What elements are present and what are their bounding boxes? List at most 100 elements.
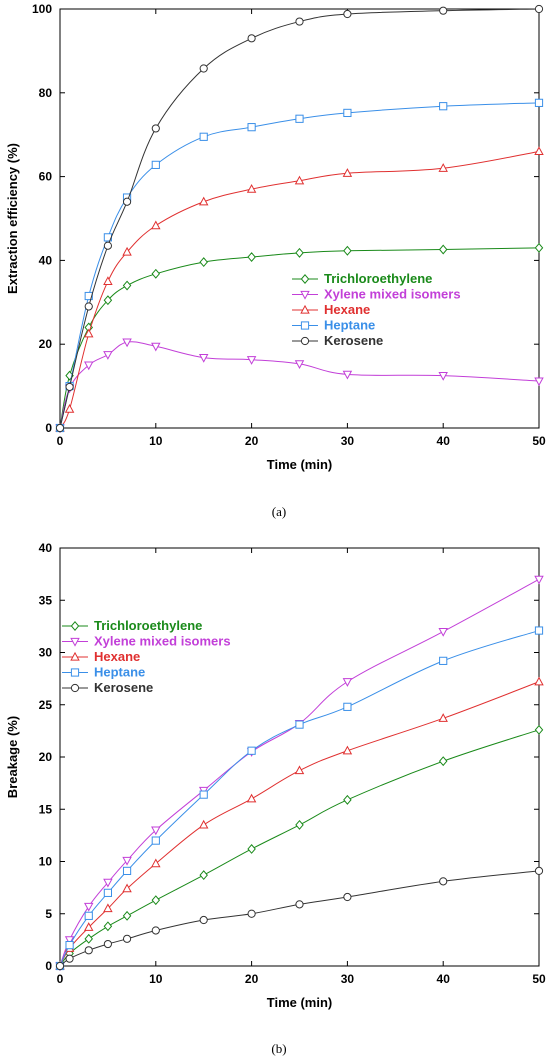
y-tick-label: 5 [45,907,52,921]
legend-label: Heptane [94,665,145,680]
data-point [55,423,65,433]
x-axis-title: Time (min) [267,995,333,1010]
y-tick-label: 40 [39,253,53,267]
y-tick-label: 25 [39,698,53,712]
x-tick-label: 50 [532,434,546,448]
data-point [55,961,65,971]
data-point [151,926,160,935]
x-tick-label: 0 [57,972,64,986]
x-tick-label: 10 [149,434,163,448]
series-kerosene [55,4,544,433]
series-line [59,729,540,967]
data-point [439,102,448,111]
y-tick-label: 10 [39,855,53,869]
series-line [59,102,540,429]
data-point [342,370,353,380]
data-point [103,295,113,306]
data-point [64,936,75,946]
series-heptane [55,626,544,971]
data-point [295,17,304,26]
data-point [294,765,305,775]
data-point [122,866,132,876]
data-point [65,941,74,950]
data-point [84,291,93,301]
x-tick-label: 20 [245,434,259,448]
panel-label-a: (a) [272,504,286,519]
legend-label: Heptane [324,318,375,333]
data-point [294,360,305,370]
y-tick-label: 20 [39,337,53,351]
x-tick-label: 30 [341,972,355,986]
data-point [122,338,132,348]
series-trichloroethylene [55,724,544,971]
x-tick-label: 40 [437,972,451,986]
data-point [295,900,304,909]
data-point [534,377,544,387]
data-point [199,132,208,141]
data-point [439,656,448,665]
data-point [199,257,208,268]
series-hexane [55,676,544,970]
data-point [151,124,160,133]
data-point [65,954,74,963]
legend-label: Kerosene [324,333,383,348]
data-point [342,168,353,177]
data-point [199,790,208,799]
legend-marker [70,637,80,647]
data-point [342,678,353,687]
series-trichloroethylene [55,242,544,433]
data-point [246,793,257,803]
legend-marker [70,651,80,661]
x-tick-label: 30 [341,434,355,448]
data-point [438,163,448,172]
data-point [534,575,544,585]
legend-label: Trichloroethylene [324,271,432,286]
data-point [534,676,544,686]
data-point [294,175,305,185]
legend-marker [300,274,310,284]
data-point [198,196,209,206]
data-point [199,870,208,881]
legend-label: Xylene mixed isomers [94,634,231,649]
data-point [343,108,352,118]
legend-marker [300,290,310,300]
series-line [59,341,540,429]
legend-marker [300,321,310,330]
data-point [438,756,448,767]
data-point [534,98,544,107]
y-tick-label: 40 [39,541,53,555]
data-point [64,403,75,413]
legend-marker [70,621,80,631]
data-point [151,826,161,836]
x-tick-label: 50 [532,972,546,986]
data-point [246,356,257,365]
data-point [122,197,132,206]
x-tick-label: 10 [149,972,163,986]
data-point [438,244,448,255]
data-point [343,892,352,902]
data-point [122,934,132,943]
legend-label: Kerosene [94,680,153,695]
data-point [295,819,304,830]
data-point [343,9,352,19]
data-point [343,794,352,805]
legend-label: Xylene mixed isomers [324,287,461,302]
chart-panel-a: (a) 0 10 20 30 40 50 0 20 40 60 80 100 Time (min) Ext… [5,2,546,519]
data-point [122,883,132,893]
data-point [247,34,256,43]
data-point [103,903,113,913]
y-tick-label: 20 [39,750,53,764]
y-tick-label: 80 [39,86,53,100]
data-point [438,628,448,637]
data-point [295,114,304,123]
data-point [247,746,256,755]
data-point [246,184,257,193]
x-axis-title: Time (min) [267,457,333,472]
data-point [198,819,209,829]
data-point [103,276,113,285]
data-point [103,241,113,250]
panel-label-b: (b) [271,1041,286,1056]
series-line [59,870,540,967]
legend-marker [300,304,310,314]
y-tick-label: 0 [45,959,52,973]
